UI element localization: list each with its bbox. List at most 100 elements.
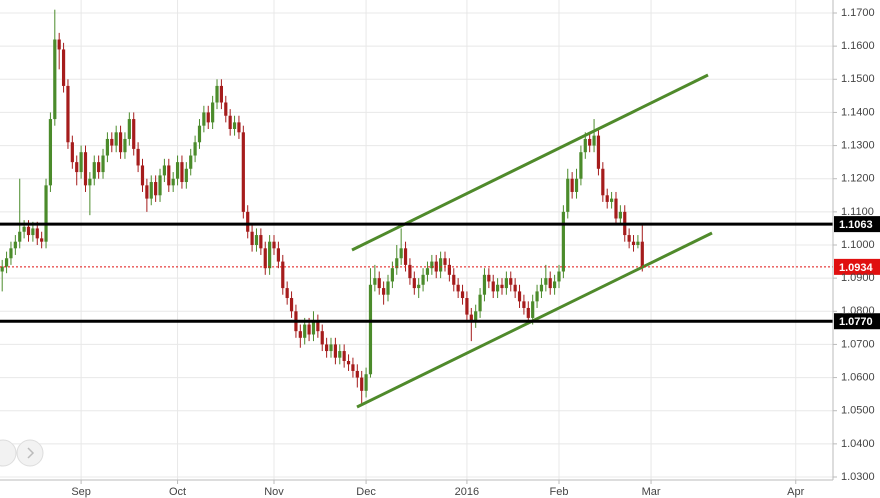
- candle-body: [351, 364, 355, 371]
- candle-body: [206, 112, 210, 123]
- candle-body: [110, 138, 114, 146]
- candle-body: [447, 264, 451, 275]
- candle-body: [44, 185, 48, 242]
- candle-body: [97, 162, 101, 173]
- candle-body: [531, 301, 535, 318]
- candle-body: [61, 49, 66, 86]
- x-tick-label: Feb: [550, 486, 569, 498]
- candle-body: [189, 155, 193, 169]
- scroll-buttons[interactable]: [0, 439, 44, 467]
- candle-body: [272, 241, 276, 249]
- candle-body: [211, 102, 215, 123]
- candle-body: [588, 138, 592, 146]
- candle-body: [496, 284, 500, 292]
- candle-body: [88, 178, 92, 186]
- candle-body: [158, 175, 162, 196]
- y-tick-label: 1.0900: [841, 272, 875, 284]
- price-label-box: [834, 216, 880, 233]
- candle-body: [382, 288, 386, 295]
- candle-body: [13, 241, 17, 249]
- candle-body: [373, 278, 377, 285]
- candle-body: [35, 228, 39, 239]
- candle-body: [75, 162, 79, 173]
- candle-body: [500, 284, 504, 289]
- candle-body: [298, 331, 302, 338]
- y-tick-label: 1.1100: [841, 206, 874, 218]
- candle-body: [281, 261, 285, 289]
- candle-body: [197, 125, 202, 143]
- candle-body: [285, 288, 289, 299]
- candle-body: [40, 238, 44, 242]
- candle-body: [127, 119, 131, 139]
- x-tick-label: Dec: [356, 486, 376, 498]
- candle-body: [509, 278, 513, 285]
- candle-body: [425, 268, 430, 275]
- candle-body: [18, 231, 22, 242]
- scroll-left[interactable]: [0, 439, 17, 467]
- candle-body: [303, 324, 307, 338]
- candle-body: [412, 278, 416, 289]
- candle-body: [325, 344, 329, 352]
- candle-body: [114, 132, 118, 146]
- candle-body: [513, 284, 517, 292]
- x-tick-label: Nov: [264, 486, 284, 498]
- candle-body: [430, 261, 434, 269]
- y-tick-label: 1.1200: [841, 173, 875, 185]
- candle-body: [456, 284, 460, 292]
- candle-body: [395, 258, 399, 269]
- candle-body: [311, 321, 316, 335]
- candle-body: [452, 274, 456, 285]
- candle-body: [307, 324, 311, 335]
- y-tick-label: 1.0500: [841, 405, 875, 417]
- candle-body: [570, 178, 574, 192]
- candle-body: [180, 162, 184, 183]
- candle-body: [346, 361, 351, 365]
- candle-body: [53, 39, 57, 120]
- candle-body: [241, 132, 245, 212]
- scroll-right-arrow: [27, 447, 35, 459]
- candle-body: [561, 211, 565, 272]
- candle-body: [167, 165, 171, 186]
- candle-body: [566, 178, 570, 212]
- candle-body: [399, 248, 403, 259]
- y-tick-label: 1.0700: [841, 338, 875, 350]
- candle-body: [517, 291, 522, 302]
- candle-body: [631, 241, 636, 245]
- candle-body: [544, 278, 548, 285]
- candle-body: [408, 264, 412, 279]
- candle-body: [421, 274, 425, 285]
- candle-body: [640, 241, 644, 267]
- candle-body: [627, 235, 631, 242]
- candle-body: [175, 162, 180, 179]
- candle-body: [478, 294, 482, 312]
- y-tick-label: 1.0800: [841, 305, 875, 317]
- candle-body: [105, 138, 110, 156]
- candle-body: [48, 119, 53, 186]
- candle-body: [79, 152, 83, 173]
- candle-body: [526, 307, 530, 318]
- x-tick-label: Mar: [642, 486, 661, 498]
- candle-body: [338, 351, 342, 358]
- candle-body: [329, 344, 333, 352]
- candle-body: [377, 278, 381, 289]
- candle-body: [70, 142, 74, 163]
- candle-body: [237, 122, 241, 133]
- scroll-right[interactable]: [16, 439, 44, 467]
- candle-body: [145, 185, 149, 199]
- candle-body: [26, 226, 31, 236]
- candle-body: [246, 211, 250, 232]
- x-tick-label: Oct: [169, 486, 186, 498]
- candle-body: [66, 85, 70, 143]
- candle-body: [333, 344, 337, 358]
- candle-body: [57, 39, 61, 50]
- candle-body: [92, 162, 96, 179]
- candle-body: [439, 258, 443, 272]
- candle-body: [118, 132, 123, 153]
- candle-body: [482, 274, 487, 295]
- candle-body: [364, 374, 368, 391]
- y-tick-label: 1.1500: [841, 73, 875, 85]
- candle-body: [469, 314, 473, 322]
